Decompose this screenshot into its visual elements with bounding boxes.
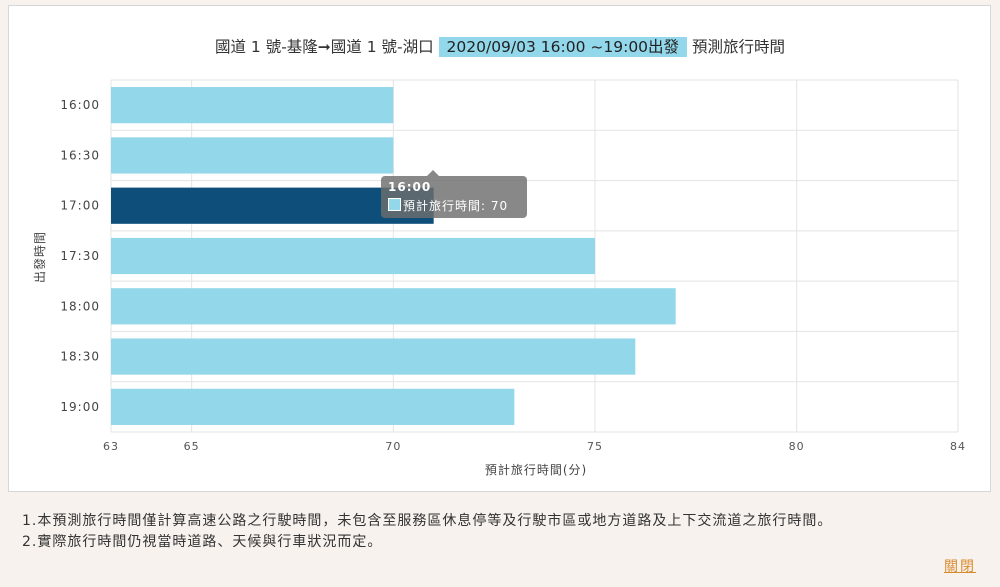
tooltip-row: 預計旅行時間: 70: [388, 197, 520, 215]
tooltip-swatch: [388, 198, 401, 211]
y-tick-label: 16:00: [60, 98, 100, 112]
bar-1630[interactable]: [111, 137, 394, 174]
chart-title-suffix: 預測旅行時間: [691, 38, 785, 56]
x-tick-label: 80: [789, 440, 805, 453]
y-tick-label: 18:30: [60, 350, 100, 364]
chart-title: 國道 1 號-基隆➞國道 1 號-湖口 2020/09/03 16:00 ~19…: [0, 35, 1000, 57]
chart-tooltip: 16:00 預計旅行時間: 70: [381, 170, 527, 218]
y-tick-label: 17:00: [60, 199, 100, 213]
close-link[interactable]: 關閉: [944, 559, 976, 575]
bar-1730[interactable]: [111, 237, 595, 275]
y-tick-label: 16:30: [60, 148, 100, 162]
y-tick-label: 19:00: [60, 400, 100, 414]
x-tick-label: 75: [587, 440, 603, 453]
notes: 1.本預測旅行時間僅計算高速公路之行駛時間，未包含至服務區休息停等及行駛市區或地…: [22, 511, 982, 553]
bar-1900[interactable]: [111, 388, 515, 425]
bar-layer: [111, 87, 676, 425]
bar-1830[interactable]: [111, 338, 636, 375]
x-tick-label: 84: [950, 440, 966, 453]
chart-title-route: 國道 1 號-基隆➞國道 1 號-湖口: [214, 38, 434, 56]
tooltip-label: 預計旅行時間: 70: [403, 199, 509, 213]
x-tick-label: 63: [103, 440, 119, 453]
y-tick-label: 17:30: [60, 249, 100, 263]
x-tick-label: 70: [385, 440, 401, 453]
bar-1800[interactable]: [111, 288, 676, 325]
note-1: 1.本預測旅行時間僅計算高速公路之行駛時間，未包含至服務區休息停等及行駛市區或地…: [22, 513, 833, 529]
y-tick-label: 18:00: [60, 299, 100, 313]
bar-1600[interactable]: [111, 87, 394, 124]
bar-1700[interactable]: [111, 187, 434, 224]
tooltip-title: 16:00: [388, 180, 432, 194]
x-axis-label: 預計旅行時間(分): [485, 462, 587, 477]
y-axis-label: 出發時間: [32, 231, 47, 283]
x-tick-label: 65: [184, 440, 200, 453]
note-2: 2.實際旅行時間仍視當時道路、天候與行車狀況而定。: [22, 534, 383, 550]
tick-layer: 63 65 70 75 80 84 16:00 16:30 17:00 17:30 18:00 18:…: [60, 98, 966, 453]
chart-title-range: 2020/09/03 16:00 ~19:00出發: [438, 37, 688, 57]
